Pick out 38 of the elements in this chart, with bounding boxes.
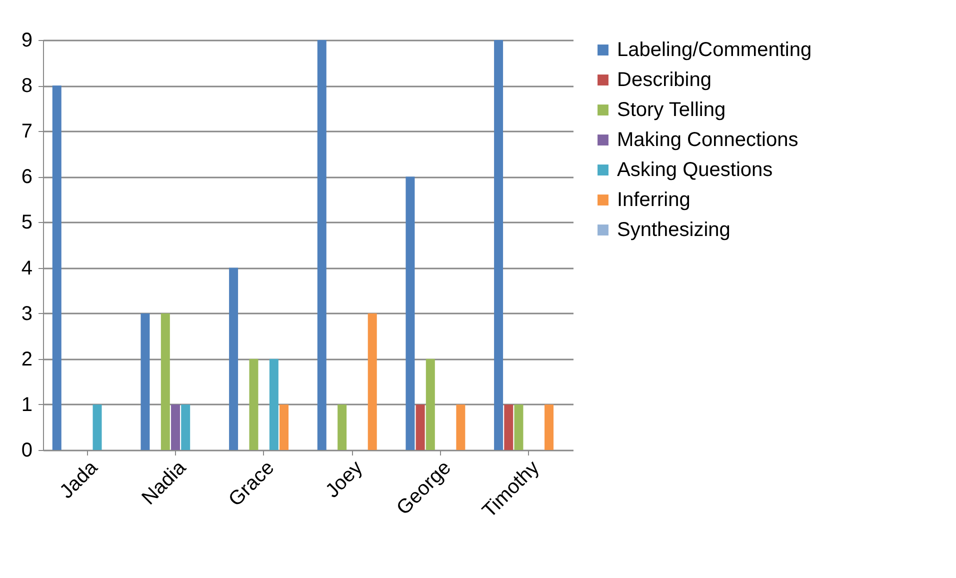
y-tick-label: 2 bbox=[21, 348, 32, 370]
bar bbox=[160, 313, 170, 450]
bar bbox=[494, 40, 504, 450]
bar bbox=[52, 86, 62, 450]
bar bbox=[406, 176, 415, 450]
y-tick-label: 7 bbox=[21, 120, 32, 143]
y-tick-label: 4 bbox=[21, 257, 32, 280]
y-tick-label: 3 bbox=[21, 302, 32, 325]
y-tick-label: 9 bbox=[21, 30, 32, 52]
legend-label: Story Telling bbox=[617, 99, 726, 121]
legend-label: Synthesizing bbox=[617, 219, 730, 241]
y-tick-label: 1 bbox=[21, 394, 32, 416]
bar bbox=[229, 268, 238, 450]
bar bbox=[269, 358, 278, 450]
bar bbox=[92, 404, 102, 450]
bar bbox=[544, 404, 554, 450]
bar bbox=[140, 313, 150, 450]
y-tick-label: 6 bbox=[21, 166, 32, 188]
bar bbox=[426, 358, 435, 450]
bar bbox=[456, 404, 466, 450]
y-tick-label: 8 bbox=[21, 75, 32, 98]
legend-label: Making Connections bbox=[617, 129, 798, 151]
bar bbox=[181, 404, 190, 450]
bar bbox=[368, 313, 377, 450]
y-tick-label: 5 bbox=[21, 212, 32, 234]
legend-label: Describing bbox=[617, 69, 712, 91]
legend-label: Inferring bbox=[617, 189, 690, 211]
bar bbox=[504, 404, 514, 450]
bar bbox=[280, 404, 289, 450]
y-tick-label: 0 bbox=[21, 440, 32, 462]
bar bbox=[249, 358, 258, 450]
legend-label: Asking Questions bbox=[617, 159, 773, 181]
bar bbox=[338, 404, 347, 450]
bar bbox=[514, 404, 524, 450]
bar bbox=[317, 40, 326, 450]
legend-label: Labeling/Commenting bbox=[617, 39, 812, 61]
bar bbox=[171, 404, 180, 450]
bar bbox=[416, 404, 425, 450]
